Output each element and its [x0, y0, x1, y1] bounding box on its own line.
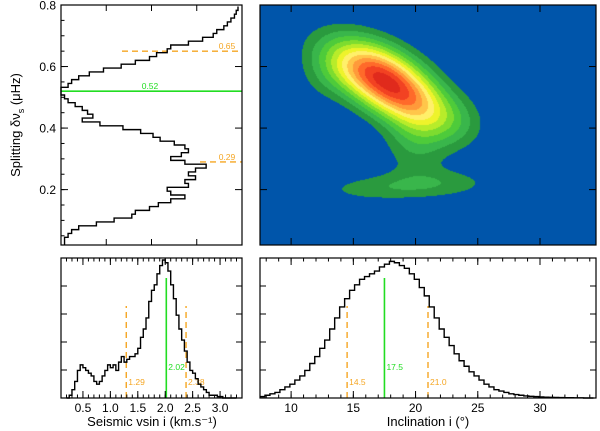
inclination-tick-label: 20 — [409, 401, 423, 415]
inclination-tick-label: 30 — [533, 401, 547, 415]
inclination-histogram-markers: 17.5 14.5 21.0 — [346, 278, 447, 398]
inclination-histogram-panel: 17.5 14.5 21.0 10 15 20 25 30 Inclination i (°… — [259, 257, 597, 429]
splitting-tick-label: 0.2 — [39, 183, 56, 197]
splitting-quantile-lower-label: 0.29 — [219, 152, 236, 162]
vsini-axis-label: Seismic vsin i (km.s⁻¹) — [87, 414, 217, 429]
inclination-tick-label: 10 — [284, 401, 298, 415]
inclination-tick-label: 25 — [471, 401, 485, 415]
vsini-tick-label: 1.5 — [129, 401, 146, 415]
inclination-tick-label: 15 — [347, 401, 361, 415]
vsini-histogram-markers: 2.02 1.29 2.38 — [125, 278, 205, 398]
splitting-histogram-step-line — [60, 6, 239, 245]
vsini-histogram-panel: 2.02 1.29 2.38 0.5 1.0 1.5 2.0 2.5 3.0 Seismic … — [60, 257, 243, 429]
splitting-tick-label: 0.4 — [39, 122, 56, 136]
contour-heatmap — [260, 5, 596, 245]
vsini-tick-label: 2.0 — [157, 401, 174, 415]
vsini-tick-label: 1.0 — [102, 401, 119, 415]
inclination-axis-label: Inclination i (°) — [387, 414, 470, 429]
inclination-quantile-lower-label: 14.5 — [349, 377, 366, 387]
vsini-histogram-frame — [60, 257, 243, 399]
vsini-quantile-lower-label: 1.29 — [128, 377, 145, 387]
vsini-tick-label: 2.5 — [184, 401, 201, 415]
vsini-tick-label: 3.0 — [212, 401, 229, 415]
splitting-axis-label: Splitting δνs (μHz) — [8, 73, 26, 177]
inclination-histogram-ticks: 10 15 20 25 30 — [260, 258, 596, 415]
vsini-histogram-ticks: 0.5 1.0 1.5 2.0 2.5 3.0 — [60, 258, 242, 415]
vsini-median-label: 2.02 — [168, 362, 185, 372]
splitting-histogram-ticks: 0.2 0.4 0.6 0.8 — [39, 0, 242, 245]
contour-frame — [259, 4, 597, 246]
vsini-histogram-step-line — [66, 259, 237, 399]
splitting-histogram-panel: 0.52 0.65 0.29 0.2 0.4 0.6 0.8 Splitting δνs … — [8, 0, 243, 246]
inclination-quantile-upper-label: 21.0 — [430, 377, 447, 387]
vsini-tick-label: 0.5 — [75, 401, 92, 415]
contour-map-ticks — [260, 4, 596, 245]
contour-map-panel — [259, 4, 597, 246]
inclination-histogram-step-line — [260, 260, 594, 399]
splitting-histogram-markers: 0.52 0.65 0.29 — [61, 41, 242, 163]
splitting-tick-label: 0.6 — [39, 60, 56, 74]
splitting-quantile-upper-label: 0.65 — [219, 41, 236, 51]
inclination-median-label: 17.5 — [386, 362, 403, 372]
splitting-tick-label: 0.8 — [39, 0, 56, 13]
vsini-quantile-upper-label: 2.38 — [188, 377, 205, 387]
splitting-histogram-frame — [60, 4, 243, 246]
splitting-median-label: 0.52 — [142, 81, 159, 91]
